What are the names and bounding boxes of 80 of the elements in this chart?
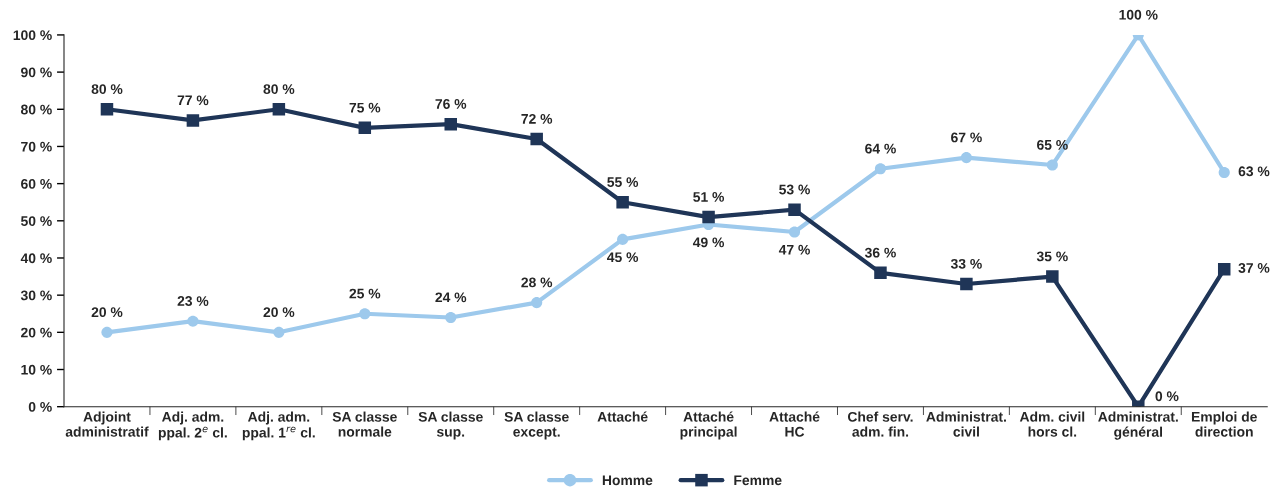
- data-label: 37 %: [1238, 263, 1270, 273]
- point: [617, 233, 629, 245]
- point: [960, 152, 972, 164]
- data-label: 36 %: [864, 247, 896, 258]
- x-tick-label: Attaché principal: [680, 411, 737, 440]
- data-label: 20 %: [91, 307, 123, 318]
- x-tick-label: Adm. civil hors cl.: [1019, 411, 1085, 437]
- point: [530, 132, 543, 146]
- data-label: 63 %: [1238, 166, 1270, 177]
- point: [273, 326, 285, 338]
- x-tick-label: Adj. adm. ppal. 2$^{e}$ cl.: [158, 411, 227, 441]
- point: [1046, 270, 1059, 283]
- point: [358, 121, 372, 135]
- data-label: 75 %: [349, 102, 381, 113]
- x-tick-label: Emploi de direction: [1191, 411, 1257, 437]
- point: [101, 326, 113, 338]
- data-label: 28 %: [521, 277, 553, 288]
- point: [702, 210, 715, 224]
- y-tick-label: 0 %: [28, 402, 52, 412]
- x-tick-label: Adjoint administratif: [65, 411, 149, 437]
- y-tick-label: 20 %: [21, 327, 52, 338]
- data-label: 65 %: [1037, 139, 1068, 150]
- data-label: 100 %: [1119, 9, 1158, 20]
- x-tick-label: Administrat. civil: [926, 411, 1006, 437]
- data-label: 20 %: [263, 307, 295, 318]
- y-tick-label: 90 %: [21, 67, 52, 78]
- y-tick-label: 50 %: [20, 216, 52, 226]
- point: [445, 311, 457, 324]
- y-tick-label: 30 %: [20, 290, 52, 301]
- data-label: 51 %: [693, 192, 725, 202]
- point: [1217, 262, 1231, 276]
- point: [359, 308, 371, 320]
- point: [1046, 159, 1058, 171]
- data-label: 35 %: [1036, 251, 1068, 262]
- point: [788, 226, 801, 238]
- x-tick-label: Administrat. général: [1098, 411, 1178, 440]
- legend-label: Femme: [734, 475, 782, 486]
- x-tick-label: SA classe normale: [332, 411, 397, 437]
- data-label: 0 %: [1155, 391, 1179, 402]
- x-tick-label: Attaché HC: [769, 411, 820, 437]
- x-tick-label: SA classe sup.: [418, 411, 483, 440]
- data-label: 77 %: [177, 95, 209, 106]
- point: [272, 103, 286, 116]
- x-tick-label: Chef serv. adm. fin.: [847, 411, 913, 437]
- data-label: 55 %: [607, 177, 639, 187]
- y-tick-label: 80 %: [20, 104, 52, 115]
- point: [960, 277, 973, 291]
- legend-label: Homme: [602, 475, 653, 486]
- data-label: 64 %: [865, 143, 896, 154]
- data-label: 49 %: [692, 237, 725, 248]
- point: [874, 266, 887, 280]
- x-tick-label: SA classe except.: [504, 411, 569, 440]
- x-tick-label: Adj. adm. ppal. 1$^{re}$ cl.: [242, 411, 315, 441]
- point: [1218, 166, 1230, 179]
- point: [616, 195, 629, 209]
- data-label: 33 %: [950, 258, 982, 269]
- data-label: 25 %: [349, 288, 381, 299]
- y-tick-label: 60 %: [21, 178, 52, 189]
- data-label: 53 %: [779, 184, 810, 195]
- data-label: 45 %: [607, 252, 639, 263]
- y-tick-label: 10 %: [21, 364, 52, 375]
- y-tick-label: 100 %: [13, 30, 52, 41]
- point: [100, 103, 114, 116]
- data-label: 80 %: [263, 84, 295, 95]
- y-tick-label: 70 %: [21, 141, 52, 152]
- data-label: 67 %: [951, 132, 982, 143]
- data-label: 23 %: [177, 296, 209, 306]
- point: [187, 315, 199, 327]
- data-label: 76 %: [435, 99, 467, 109]
- point: [186, 114, 200, 127]
- point: [444, 117, 457, 131]
- x-tick-label: Attaché: [597, 411, 648, 422]
- data-label: 24 %: [435, 292, 467, 303]
- point: [531, 297, 543, 309]
- y-tick-label: 40 %: [20, 253, 52, 264]
- data-label: 47 %: [778, 244, 810, 255]
- data-label: 80 %: [91, 84, 123, 95]
- point: [788, 203, 801, 216]
- data-label: 72 %: [521, 113, 553, 124]
- point: [874, 163, 887, 175]
